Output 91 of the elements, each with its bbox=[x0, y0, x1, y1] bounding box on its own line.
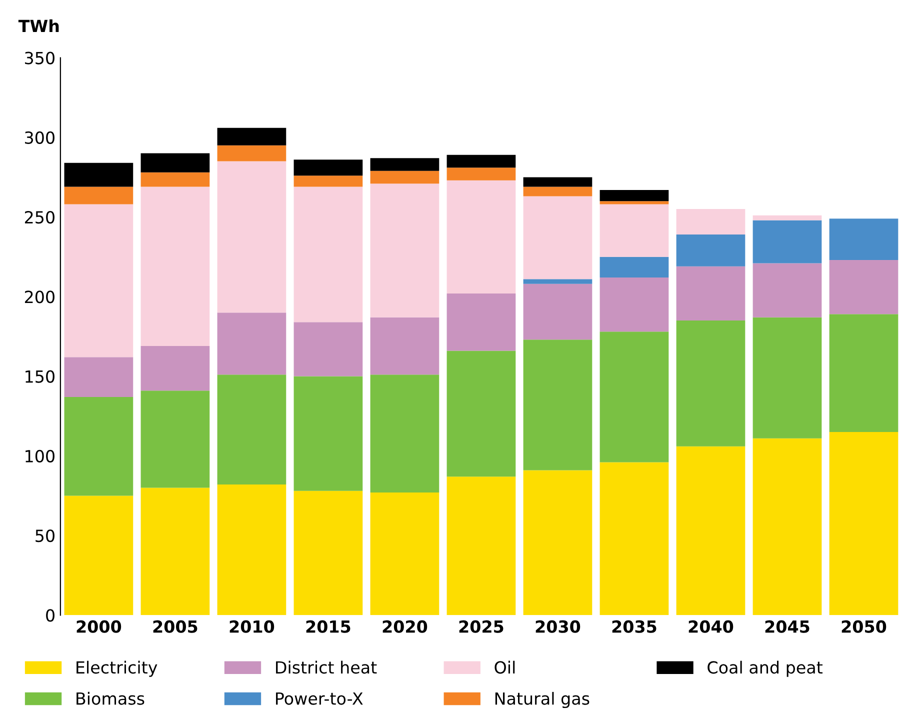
bar bbox=[676, 209, 746, 235]
x-tick-label: 2045 bbox=[765, 620, 810, 633]
y-tick-label: 200 bbox=[24, 290, 54, 304]
bar bbox=[140, 186, 210, 346]
bar bbox=[64, 186, 134, 204]
bar bbox=[446, 154, 516, 168]
bar bbox=[140, 346, 210, 391]
x-tick-label: 2035 bbox=[612, 620, 656, 633]
bar bbox=[523, 177, 592, 187]
bar bbox=[370, 158, 440, 171]
bar bbox=[523, 284, 592, 340]
bar bbox=[600, 201, 669, 204]
bar bbox=[676, 234, 746, 266]
bar bbox=[523, 470, 592, 616]
bar bbox=[64, 396, 134, 496]
bar bbox=[676, 446, 746, 616]
bar bbox=[140, 153, 210, 172]
bar bbox=[600, 190, 669, 202]
bar bbox=[140, 390, 210, 488]
bar bbox=[446, 476, 516, 616]
x-tick-label: 2050 bbox=[842, 620, 886, 633]
legend-label: Oil bbox=[494, 660, 515, 674]
bar bbox=[294, 376, 363, 491]
bar bbox=[600, 256, 669, 278]
bar bbox=[370, 317, 440, 375]
bar bbox=[140, 488, 210, 616]
legend-label: Natural gas bbox=[495, 692, 590, 708]
bar bbox=[294, 176, 363, 187]
x-tick-label: 2025 bbox=[459, 620, 504, 633]
legend-label: Coal and peat bbox=[708, 660, 823, 677]
x-tick-label: 2000 bbox=[76, 620, 122, 633]
bar bbox=[829, 218, 898, 260]
bar bbox=[446, 168, 516, 180]
bar bbox=[523, 340, 592, 470]
bar bbox=[217, 374, 286, 485]
bar bbox=[829, 314, 898, 432]
bar bbox=[752, 220, 822, 264]
bar bbox=[217, 484, 286, 616]
bar bbox=[370, 170, 440, 184]
y-tick-label: 50 bbox=[36, 529, 54, 542]
legend-label: Power-to-X bbox=[276, 692, 363, 705]
y-tick-label: 0 bbox=[46, 609, 54, 622]
y-tick-label: 350 bbox=[25, 52, 54, 64]
bar bbox=[600, 204, 669, 257]
x-tick-label: 2010 bbox=[230, 620, 274, 633]
bar bbox=[523, 279, 592, 284]
bar bbox=[676, 266, 746, 321]
bar bbox=[523, 196, 592, 280]
bar bbox=[217, 161, 286, 313]
bar bbox=[446, 180, 516, 294]
bar bbox=[217, 312, 286, 375]
bar bbox=[752, 317, 822, 438]
bar bbox=[370, 374, 440, 493]
bar bbox=[370, 184, 440, 318]
bar bbox=[294, 186, 363, 322]
legend-label: District heat bbox=[276, 660, 377, 674]
bar bbox=[64, 162, 134, 187]
bar bbox=[370, 492, 440, 616]
bar bbox=[523, 186, 592, 196]
bar bbox=[752, 263, 822, 318]
x-tick-label: 2040 bbox=[688, 620, 734, 633]
bar bbox=[294, 490, 363, 616]
bar bbox=[676, 320, 746, 446]
bar bbox=[217, 128, 286, 146]
bar bbox=[64, 496, 134, 616]
bar bbox=[752, 215, 822, 220]
legend-label: Electricity bbox=[76, 660, 158, 677]
bar bbox=[600, 278, 669, 332]
bar bbox=[446, 293, 516, 351]
bar bbox=[446, 350, 516, 477]
x-tick-label: 2015 bbox=[306, 620, 350, 633]
bar bbox=[829, 432, 898, 616]
y-tick-label: 250 bbox=[24, 210, 54, 224]
bar bbox=[600, 462, 669, 616]
bar bbox=[294, 160, 363, 176]
x-tick-label: 2020 bbox=[382, 620, 428, 633]
bar bbox=[64, 204, 134, 358]
y-axis-title: TWh bbox=[18, 19, 59, 32]
bar bbox=[64, 357, 134, 397]
x-tick-label: 2005 bbox=[153, 620, 198, 633]
y-tick-label: 150 bbox=[26, 370, 54, 383]
bar bbox=[600, 332, 669, 462]
bar bbox=[217, 145, 286, 162]
x-tick-label: 2030 bbox=[536, 620, 580, 633]
bar bbox=[752, 438, 822, 616]
bar bbox=[829, 260, 898, 314]
legend-label: Biomass bbox=[76, 692, 144, 705]
bar bbox=[294, 322, 363, 376]
y-tick-label: 100 bbox=[26, 450, 54, 462]
y-tick-label: 300 bbox=[25, 131, 54, 144]
bar bbox=[140, 172, 210, 187]
